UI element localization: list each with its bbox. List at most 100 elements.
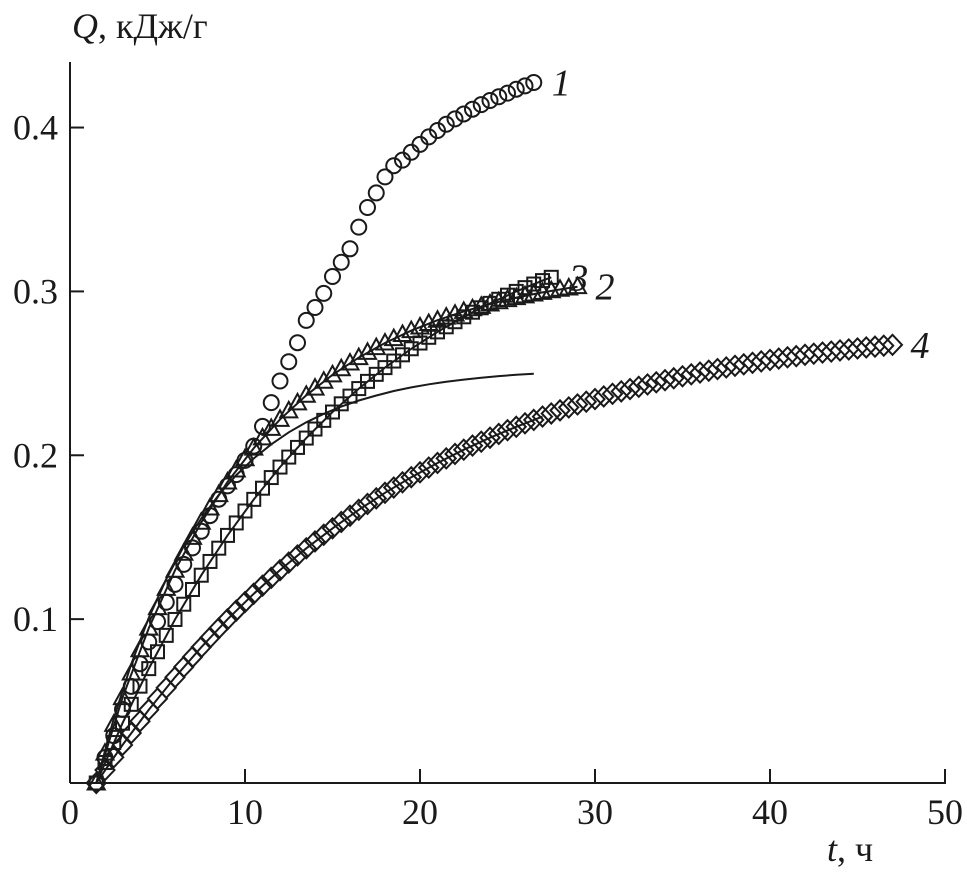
- marker-square: [456, 309, 472, 325]
- marker-triangle: [112, 686, 133, 706]
- marker-diamond: [776, 345, 799, 369]
- fit-curve-4: [95, 415, 543, 784]
- tick-labels: 0 10 20 30 40 50 0.1 0.2 0.3 0.4: [13, 108, 963, 832]
- marker-diamond: [881, 333, 904, 357]
- fit-curves: [95, 276, 578, 784]
- y-tick-label: 0.4: [13, 108, 58, 148]
- marker-square: [447, 314, 463, 330]
- marker-square: [88, 775, 104, 791]
- marker-diamond: [365, 486, 388, 510]
- axes: [69, 62, 946, 784]
- marker-triangle: [392, 323, 413, 343]
- marker-square: [430, 324, 445, 340]
- marker-square: [482, 295, 498, 311]
- x-tick-label: 30: [577, 792, 613, 832]
- marker-diamond: [741, 351, 764, 375]
- data-markers: [85, 73, 904, 795]
- marker-diamond: [767, 347, 790, 371]
- marker-triangle: [261, 417, 282, 436]
- marker-diamond: [409, 460, 431, 484]
- marker-diamond: [706, 357, 729, 381]
- marker-square: [526, 276, 542, 292]
- marker-diamond: [277, 551, 300, 575]
- marker-circle: [315, 284, 333, 302]
- marker-circle: [481, 92, 499, 110]
- marker-diamond: [269, 558, 291, 582]
- marker-circle: [385, 157, 403, 175]
- marker-triangle: [409, 315, 431, 335]
- marker-triangle: [357, 341, 378, 360]
- marker-triangle: [374, 331, 396, 351]
- marker-circle: [324, 267, 341, 285]
- marker-diamond: [304, 530, 326, 553]
- marker-square: [316, 412, 332, 428]
- marker-diamond: [601, 382, 624, 406]
- marker-circle: [297, 311, 315, 329]
- marker-diamond: [242, 582, 265, 606]
- marker-diamond: [531, 405, 554, 429]
- marker-triangle: [401, 319, 422, 339]
- marker-circle: [516, 77, 534, 95]
- marker-triangle: [567, 275, 588, 295]
- marker-diamond: [697, 359, 720, 383]
- marker-triangle: [339, 351, 361, 371]
- marker-square: [508, 283, 524, 299]
- marker-diamond: [260, 566, 283, 590]
- curve-labels: 1 23 4: [552, 62, 930, 366]
- marker-diamond: [85, 771, 108, 795]
- marker-diamond: [855, 335, 878, 359]
- y-axis-symbol: Q: [72, 6, 98, 46]
- marker-diamond: [479, 426, 501, 450]
- marker-diamond: [680, 362, 703, 386]
- marker-square: [307, 421, 323, 437]
- marker-square: [272, 459, 288, 475]
- marker-diamond: [592, 384, 615, 408]
- marker-circle: [280, 353, 298, 371]
- marker-diamond: [724, 354, 746, 378]
- marker-diamond: [435, 446, 458, 470]
- marker-diamond: [575, 390, 598, 414]
- marker-square: [290, 439, 305, 455]
- marker-circle: [271, 372, 289, 390]
- marker-square: [298, 430, 314, 446]
- marker-diamond: [715, 355, 738, 379]
- marker-diamond: [522, 408, 545, 432]
- marker-square: [438, 319, 454, 335]
- curve-label: 3: [568, 257, 588, 299]
- marker-diamond: [505, 415, 528, 439]
- marker-triangle: [243, 436, 264, 456]
- marker-diamond: [645, 370, 668, 394]
- marker-diamond: [426, 451, 449, 475]
- marker-triangle: [322, 363, 343, 383]
- x-axis-symbol: t: [827, 829, 838, 869]
- marker-square: [228, 515, 244, 531]
- marker-circle: [350, 218, 368, 236]
- marker-diamond: [584, 387, 606, 411]
- x-tick-label: 40: [752, 792, 788, 832]
- marker-triangle: [121, 661, 142, 681]
- marker-square: [158, 627, 174, 643]
- marker-diamond: [496, 418, 519, 442]
- marker-diamond: [794, 343, 816, 367]
- marker-square: [535, 273, 550, 289]
- x-tick-label: 10: [227, 792, 263, 832]
- y-tick-label: 0.1: [13, 599, 58, 639]
- marker-diamond: [94, 758, 116, 782]
- marker-circle: [306, 298, 324, 316]
- marker-square: [517, 280, 533, 296]
- marker-diamond: [461, 434, 484, 458]
- marker-circle: [359, 199, 376, 217]
- marker-diamond: [540, 402, 563, 425]
- marker-circle: [402, 143, 420, 161]
- marker-triangle: [348, 346, 369, 366]
- marker-diamond: [837, 337, 860, 361]
- marker-circle: [507, 80, 525, 98]
- marker-triangle: [173, 542, 194, 561]
- marker-circle: [262, 394, 280, 412]
- marker-triangle: [129, 638, 151, 658]
- marker-diamond: [872, 334, 895, 358]
- marker-circle: [367, 184, 385, 202]
- marker-triangle: [444, 303, 466, 322]
- marker-square: [281, 449, 297, 465]
